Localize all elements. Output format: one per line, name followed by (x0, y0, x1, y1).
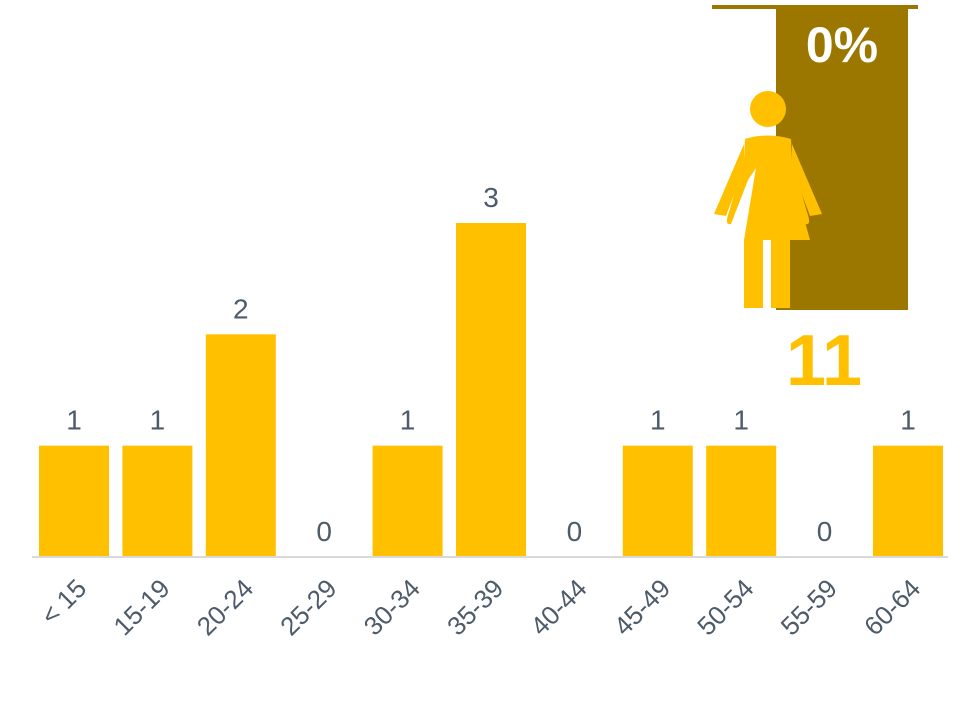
x-tick-labels: < 15 15-19 20-24 25-29 30-34 35-39 40-44 45-49 5… (35, 573, 927, 641)
x-tick-label-4: 30-34 (358, 573, 426, 641)
female-person-icon (714, 91, 822, 308)
data-label-7: 1 (650, 405, 666, 436)
bar-2 (205, 334, 276, 557)
bar-5 (456, 223, 526, 557)
x-tick-label-6: 40-44 (524, 573, 592, 641)
x-tick-label-7: 45-49 (608, 573, 676, 641)
bar-7 (622, 445, 693, 557)
bar-1 (122, 445, 193, 557)
x-tick-label-3: 25-29 (274, 573, 342, 641)
data-label-8: 1 (733, 405, 749, 436)
bar-8 (706, 445, 777, 557)
percent-label: 0% (806, 17, 878, 73)
x-tick-label-8: 50-54 (691, 573, 759, 641)
data-label-10: 1 (900, 405, 916, 436)
data-label-0: 1 (66, 405, 82, 436)
total-label: 11 (786, 321, 862, 401)
data-label-6: 0 (567, 516, 583, 547)
data-label-9: 0 (817, 516, 833, 547)
x-tick-label-2: 20-24 (191, 573, 259, 641)
data-label-2: 2 (233, 293, 249, 324)
x-tick-label-9: 55-59 (775, 573, 843, 641)
bar-10 (873, 445, 943, 557)
x-tick-label-1: 15-19 (107, 573, 175, 641)
x-tick-label-10: 60-64 (858, 573, 926, 641)
data-label-5: 3 (483, 182, 499, 213)
bar-0 (39, 445, 109, 557)
x-tick-label-5: 35-39 (441, 573, 509, 641)
data-label-3: 0 (316, 516, 332, 547)
data-label-1: 1 (150, 405, 166, 436)
x-tick-label-0: < 15 (35, 573, 93, 631)
summary-panel: 0% 11 (712, 5, 918, 401)
data-label-4: 1 (400, 405, 416, 436)
bar-4 (372, 445, 443, 557)
bar-series (39, 223, 943, 557)
